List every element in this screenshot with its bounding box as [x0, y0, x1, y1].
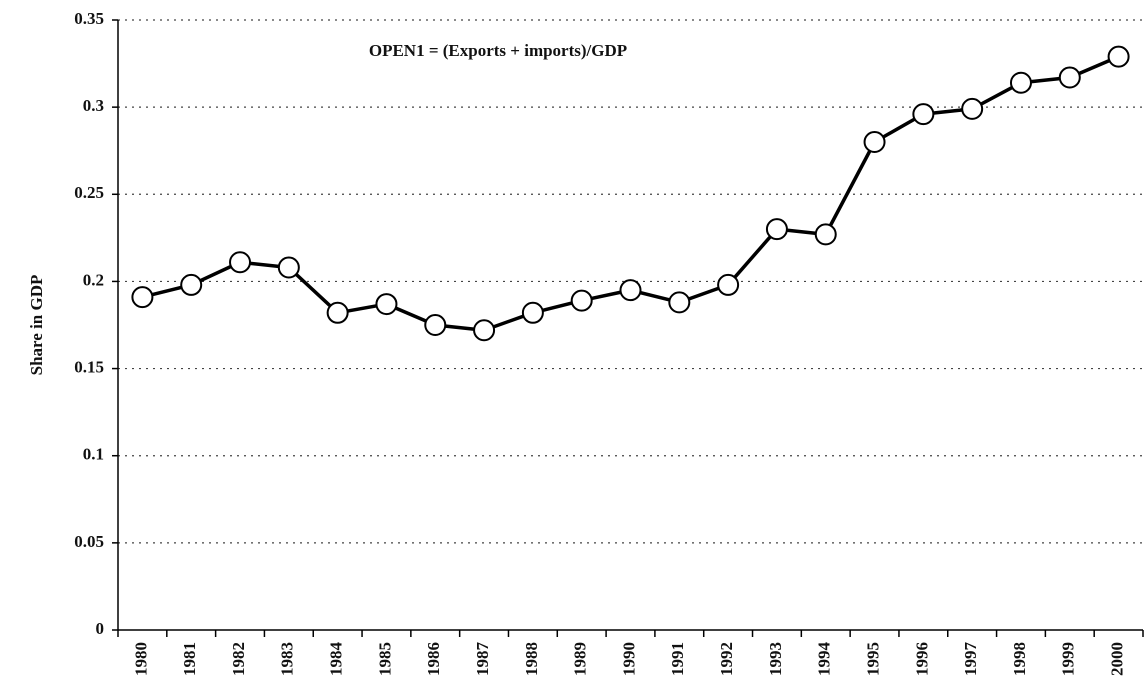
data-point [717, 273, 740, 296]
x-tick-label: 1987 [473, 642, 492, 677]
data-point [375, 293, 398, 316]
data-point [473, 319, 496, 342]
data-point [229, 251, 252, 274]
data-point [326, 301, 349, 324]
x-tick-label: 1986 [424, 642, 443, 676]
x-tick-label: 1988 [522, 642, 541, 676]
x-tick-label: 1982 [229, 642, 248, 676]
x-tick-label: 1997 [961, 642, 980, 677]
data-point [912, 103, 935, 126]
data-point [668, 291, 691, 314]
x-tick-label: 1980 [131, 642, 150, 676]
data-point [814, 223, 837, 246]
data-point [619, 279, 642, 302]
x-tick-label: 1981 [180, 642, 199, 676]
y-tick-label: 0.2 [83, 270, 104, 289]
x-tick-label: 1991 [668, 642, 687, 676]
data-point [765, 218, 788, 241]
y-axis-label: Share in GDP [27, 275, 46, 376]
x-tick-label: 1993 [766, 642, 785, 676]
data-point [1107, 45, 1130, 68]
x-tick-label: 1989 [571, 642, 590, 676]
x-tick-label: 1985 [375, 642, 394, 676]
y-tick-label: 0.1 [83, 445, 104, 464]
y-tick-label: 0.15 [74, 357, 104, 376]
x-tick-label: 1995 [863, 642, 882, 676]
y-tick-label: 0 [96, 619, 105, 638]
data-point [1058, 66, 1081, 89]
y-tick-label: 0.35 [74, 9, 104, 28]
data-point [180, 273, 203, 296]
data-point [961, 97, 984, 120]
data-point [277, 256, 300, 279]
x-tick-label: 1990 [619, 642, 638, 676]
data-point [863, 131, 886, 153]
x-tick-label: 2000 [1108, 642, 1127, 676]
x-tick-label: 1992 [717, 642, 736, 676]
y-tick-label: 0.25 [74, 183, 104, 202]
data-point [1009, 71, 1032, 94]
data-point [424, 314, 447, 336]
annotation: OPEN1 = (Exports + imports)/GDP [369, 41, 627, 60]
x-tick-label: 1984 [327, 642, 346, 677]
y-tick-label: 0.05 [74, 532, 104, 551]
x-tick-label: 1983 [278, 642, 297, 676]
x-tick-label: 1998 [1010, 642, 1029, 676]
y-tick-label: 0.3 [83, 96, 104, 115]
x-tick-label: 1994 [815, 642, 834, 677]
data-point [570, 289, 593, 312]
x-tick-label: 1999 [1059, 642, 1078, 676]
data-point [131, 286, 154, 309]
x-tick-label: 1996 [912, 642, 931, 676]
data-point [521, 301, 544, 324]
